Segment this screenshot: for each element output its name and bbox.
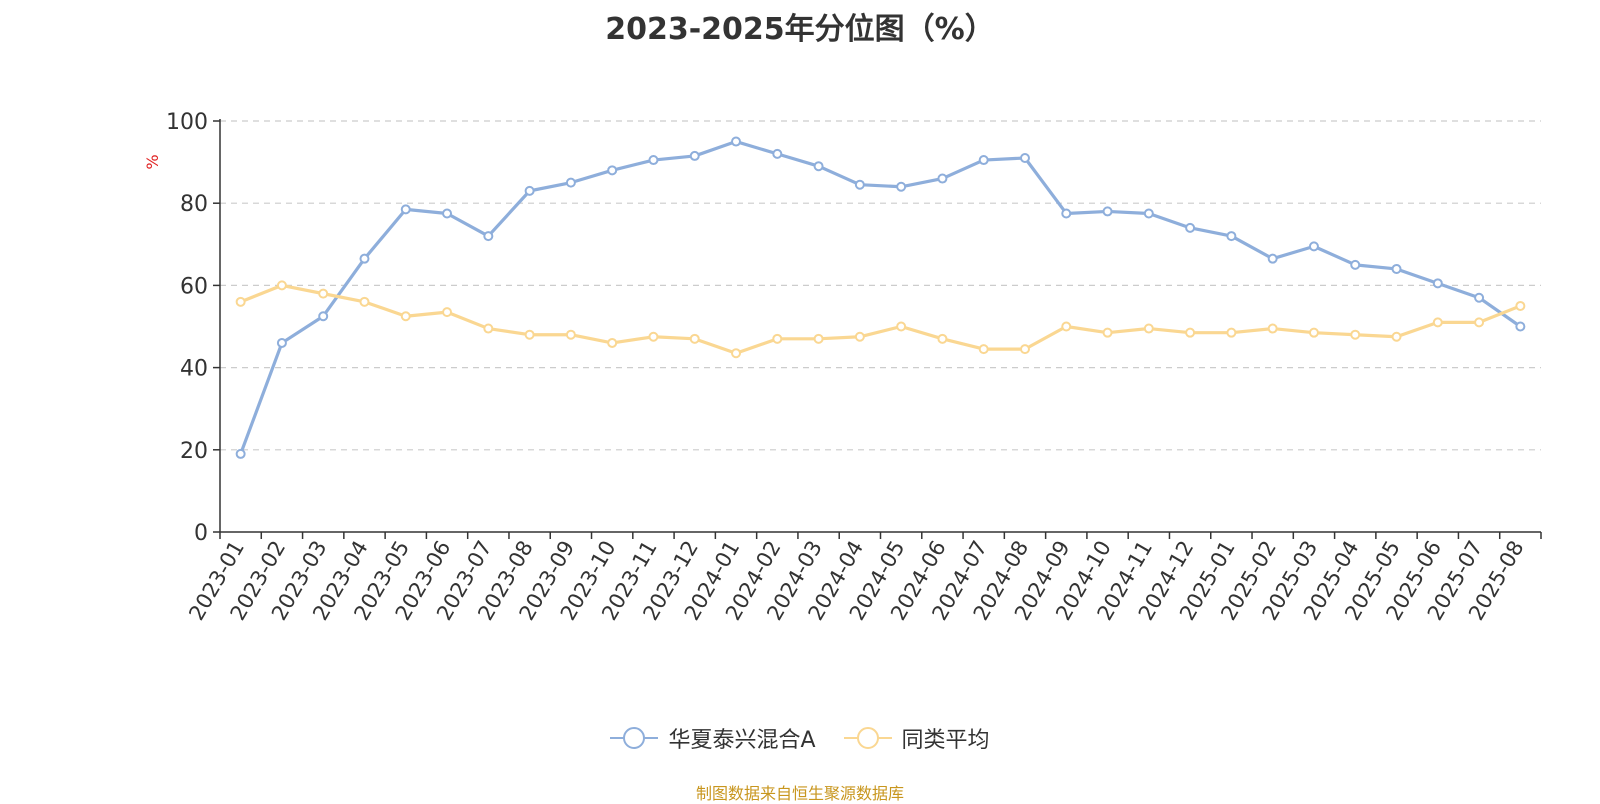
legend-swatch-marker — [623, 727, 646, 749]
gridlines — [220, 120, 1541, 451]
data-point — [607, 337, 618, 348]
data-point — [1432, 317, 1443, 328]
data-point — [1391, 263, 1402, 274]
series-line — [239, 139, 1522, 456]
series-line — [239, 283, 1522, 355]
data-point — [1474, 317, 1485, 328]
data-point — [1350, 259, 1361, 270]
data-point — [772, 333, 783, 344]
data-point — [772, 148, 783, 159]
y-tick-label: 20 — [180, 439, 208, 464]
data-point — [318, 311, 329, 322]
data-point — [978, 344, 989, 355]
data-point — [318, 288, 329, 299]
data-point — [1185, 327, 1196, 338]
data-point — [235, 448, 246, 459]
data-point — [1515, 321, 1526, 332]
legend-swatch — [843, 727, 892, 749]
data-point — [731, 136, 742, 147]
data-point — [1226, 231, 1237, 242]
data-point — [1350, 329, 1361, 340]
data-point — [1143, 323, 1154, 334]
data-point — [813, 161, 824, 172]
legend-item[interactable]: 同类平均 — [843, 722, 990, 754]
data-point — [1019, 344, 1030, 355]
y-tick-label: 100 — [166, 110, 208, 135]
y-axis-label: % — [143, 154, 162, 169]
chart-title: 2023-2025年分位图（%） — [605, 12, 995, 47]
data-point — [442, 307, 453, 318]
data-point — [731, 348, 742, 359]
data-point — [1267, 253, 1278, 264]
data-point — [359, 253, 370, 264]
y-tick-label: 80 — [180, 192, 208, 217]
data-point — [607, 165, 618, 176]
series-0 — [235, 136, 1526, 459]
data-point — [1061, 321, 1072, 332]
data-point — [1102, 327, 1113, 338]
data-point — [1308, 327, 1319, 338]
data-point — [524, 185, 535, 196]
data-point — [276, 337, 287, 348]
data-point — [483, 323, 494, 334]
y-tick-label: 40 — [180, 357, 208, 382]
footer-credit: 制图数据来自恒生聚源数据库 — [695, 784, 904, 803]
data-point — [524, 329, 535, 340]
data-point — [1061, 208, 1072, 219]
data-point — [978, 155, 989, 166]
series-1 — [235, 280, 1526, 359]
data-point — [1102, 206, 1113, 217]
data-point — [276, 280, 287, 291]
line-chart: 0204060801002023-012023-022023-032023-04… — [143, 110, 1542, 624]
data-point — [854, 331, 865, 342]
data-point — [400, 204, 411, 215]
legend-swatch-marker — [856, 727, 879, 749]
legend-item[interactable]: 华夏泰兴混合A — [610, 722, 816, 754]
data-point — [1308, 241, 1319, 252]
data-point — [937, 173, 948, 184]
data-point — [1185, 222, 1196, 233]
legend: 华夏泰兴混合A 同类平均 — [0, 722, 1600, 754]
data-point — [813, 333, 824, 344]
data-point — [235, 296, 246, 307]
legend-swatch — [610, 727, 659, 749]
data-point — [854, 179, 865, 190]
data-point — [648, 155, 659, 166]
data-point — [565, 329, 576, 340]
data-point — [689, 150, 700, 161]
data-point — [565, 177, 576, 188]
data-point — [1515, 300, 1526, 311]
series-lines — [235, 136, 1526, 459]
data-point — [896, 321, 907, 332]
legend-label: 华夏泰兴混合A — [668, 728, 816, 753]
data-point — [1019, 152, 1030, 163]
data-point — [689, 333, 700, 344]
y-tick-label: 0 — [194, 521, 208, 546]
data-point — [1267, 323, 1278, 334]
data-point — [1391, 331, 1402, 342]
y-tick-label: 60 — [180, 274, 208, 299]
data-point — [1432, 278, 1443, 289]
legend-label: 同类平均 — [901, 728, 990, 753]
data-point — [400, 311, 411, 322]
data-point — [1143, 208, 1154, 219]
data-point — [1226, 327, 1237, 338]
data-point — [483, 231, 494, 242]
data-point — [648, 331, 659, 342]
data-point — [442, 208, 453, 219]
data-point — [359, 296, 370, 307]
data-point — [1474, 292, 1485, 303]
data-point — [896, 181, 907, 192]
data-point — [937, 333, 948, 344]
